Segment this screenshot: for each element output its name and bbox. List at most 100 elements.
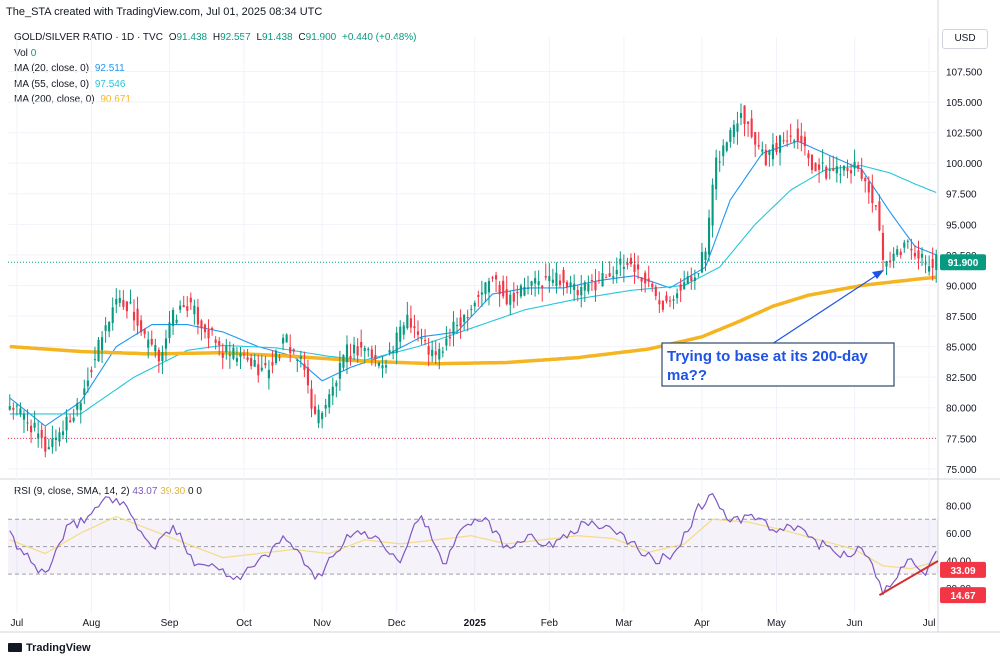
legend-vol-row: Vol 0 <box>14 46 417 62</box>
tradingview-logo-icon <box>8 643 22 652</box>
time-tick-label: May <box>767 618 786 629</box>
candle-body <box>920 253 924 258</box>
candle-body <box>416 331 420 335</box>
candle-body <box>810 154 814 170</box>
candle-body <box>917 250 920 259</box>
candle-body <box>420 337 423 340</box>
candle-body <box>310 388 313 409</box>
candle-body <box>644 272 647 284</box>
candle-body <box>835 166 838 174</box>
candle-body <box>374 354 377 360</box>
candle-body <box>771 144 775 160</box>
candle-body <box>381 365 384 369</box>
rsi-low-tag <box>940 587 986 604</box>
price-tick-label: 100.000 <box>946 159 983 170</box>
candle-body <box>711 184 714 226</box>
time-tick-label: Sep <box>161 618 179 629</box>
candle-body <box>544 276 547 278</box>
candle-body <box>289 347 292 354</box>
candle-body <box>651 283 654 288</box>
candle-body <box>605 277 608 279</box>
candle-body <box>370 349 373 358</box>
candle-body <box>526 287 530 289</box>
candle-body <box>313 406 317 414</box>
ma200-line <box>9 275 937 366</box>
candle-body <box>562 269 565 283</box>
candle-body <box>484 282 487 295</box>
candle-body <box>328 394 331 408</box>
candle-body <box>803 136 806 147</box>
candle-body <box>161 352 164 361</box>
candle-body <box>679 284 682 291</box>
candle-body <box>40 429 43 438</box>
time-tick-label: Aug <box>83 618 101 629</box>
candle-body <box>292 349 295 352</box>
candle-body <box>83 388 86 395</box>
candle-body <box>90 369 93 373</box>
legend-symbol-row: GOLD/SILVER RATIO · 1D · TVC O91.438 H92… <box>14 30 417 46</box>
candle-body <box>438 348 441 360</box>
candle-body <box>434 351 437 355</box>
annotation-arrow-line <box>771 272 881 345</box>
candle-body <box>360 341 363 348</box>
legend-ma200-value: 90.671 <box>100 94 131 105</box>
candle-body <box>558 280 562 285</box>
time-tick-label: Mar <box>615 618 633 629</box>
candle-body <box>818 164 821 170</box>
candle-body <box>874 205 877 207</box>
candle-body <box>140 320 143 333</box>
candle-body <box>218 341 221 346</box>
rsi-legend-zero-2: 0 <box>196 486 202 497</box>
legend-open: 91.438 <box>176 32 208 43</box>
candle-body <box>654 286 657 296</box>
candlestick-series <box>8 103 938 458</box>
candle-body <box>743 105 746 124</box>
rsi-line <box>9 493 937 596</box>
rsi-legend-zero-1: 0 <box>188 486 194 497</box>
candle-body <box>534 278 537 284</box>
main-legend: GOLD/SILVER RATIO · 1D · TVC O91.438 H92… <box>14 30 417 108</box>
rsi-lines <box>9 493 937 596</box>
candle-body <box>409 318 412 328</box>
candle-body <box>615 269 618 275</box>
candle-body <box>353 344 356 354</box>
chart-credit: The_STA created with TradingView.com, Ju… <box>6 6 323 18</box>
tradingview-brand[interactable]: TradingView <box>8 642 91 654</box>
candle-body <box>214 339 217 343</box>
candle-body <box>729 130 732 143</box>
candle-body <box>47 447 50 450</box>
candle-body <box>37 433 40 439</box>
candle-body <box>164 338 168 349</box>
candle-body <box>495 275 498 280</box>
candle-body <box>129 302 132 304</box>
legend-high-key: H <box>212 32 221 43</box>
candle-body <box>399 326 402 342</box>
candle-body <box>502 280 505 297</box>
candle-body <box>573 283 576 290</box>
legend-low: 91.438 <box>262 32 293 43</box>
candle-body <box>807 153 810 159</box>
candle-body <box>76 403 79 410</box>
candle-body <box>157 349 160 362</box>
currency-button[interactable]: USD <box>942 29 988 49</box>
candle-body <box>828 169 831 171</box>
candle-body <box>732 124 735 137</box>
price-tick-label: 90.000 <box>946 281 977 292</box>
candle-body <box>441 351 444 353</box>
candle-body <box>683 282 686 290</box>
brand-label: TradingView <box>26 642 91 654</box>
candle-body <box>200 320 203 329</box>
rsi-legend: RSI (9, close, SMA, 14, 2) 43.07 39.30 0… <box>14 486 202 497</box>
candle-body <box>668 300 672 302</box>
candle-body <box>754 132 757 145</box>
candle-body <box>566 282 569 287</box>
legend-ma20-label: MA (20, close, 0) <box>14 63 90 74</box>
legend-ma55-value: 97.546 <box>94 78 126 90</box>
candle-body <box>356 346 359 356</box>
candle-body <box>747 121 750 124</box>
annotation-text-line1: Trying to base at its 200-day <box>667 348 869 365</box>
rsi-band-region <box>8 518 938 575</box>
candle-body <box>594 281 597 291</box>
candle-body <box>871 184 874 204</box>
